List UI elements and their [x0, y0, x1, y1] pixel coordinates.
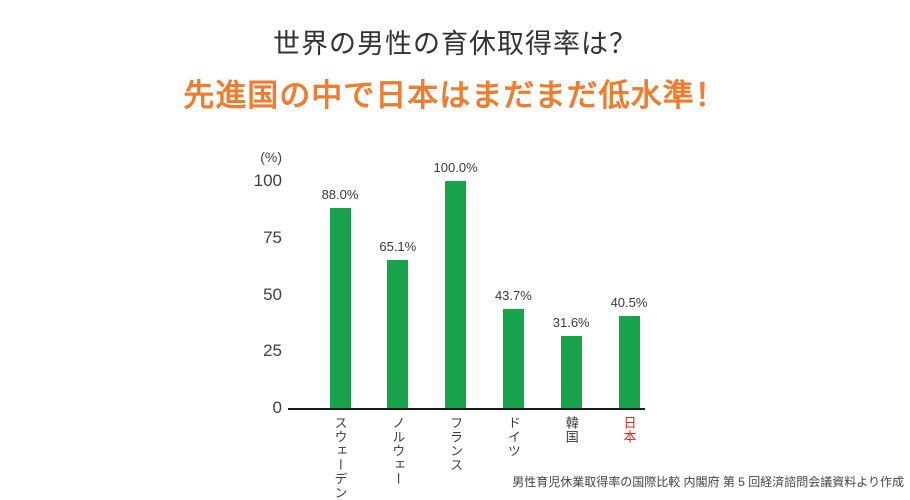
bar	[560, 336, 582, 408]
bar	[618, 316, 640, 408]
bar-value-label: 31.6%	[552, 315, 590, 331]
y-axis-tick-label: 50	[263, 284, 282, 304]
x-axis-category-label: ノルウェー	[390, 416, 406, 486]
bar	[502, 308, 524, 408]
bar-value-label: 88.0%	[321, 187, 359, 203]
y-axis-tick-label: 75	[263, 227, 282, 247]
source-note: 男性育児休業取得率の国際比較 内閣府 第 5 回経済諮問会議資料より作成	[512, 475, 904, 489]
x-axis-category-label: ドイツ	[505, 416, 521, 458]
bar	[387, 260, 409, 408]
x-axis-category-label: 韓国	[563, 416, 579, 444]
y-axis-tick-label: 25	[263, 341, 282, 361]
bar-value-label: 40.5%	[610, 295, 648, 311]
bar	[445, 181, 467, 408]
x-axis-category-label: 日本	[621, 416, 637, 444]
page-subtitle: 先進国の中で日本はまだまだ低水準！	[183, 78, 727, 113]
page-title: 世界の男性の育休取得率は？	[273, 29, 637, 59]
x-axis-line	[288, 408, 645, 410]
y-axis-unit-label: (%)	[260, 149, 282, 165]
bar	[329, 208, 351, 408]
bar-value-label: 65.1%	[379, 239, 417, 255]
bar-value-label: 100.0%	[433, 160, 478, 175]
x-axis-category-label: フランス	[448, 416, 464, 472]
x-axis-category-label: スウェーデン	[332, 416, 348, 500]
bar-value-label: 43.7%	[494, 287, 532, 303]
y-axis-tick-label: 100	[253, 171, 282, 190]
y-axis-tick-label: 0	[272, 398, 282, 417]
